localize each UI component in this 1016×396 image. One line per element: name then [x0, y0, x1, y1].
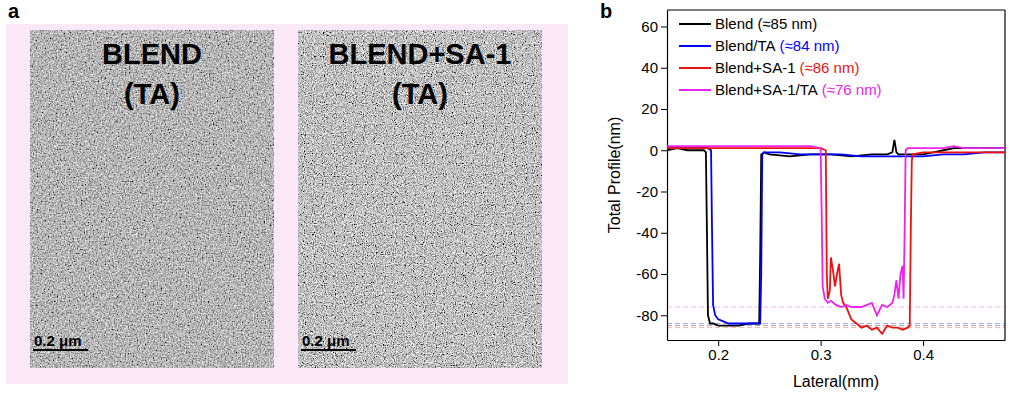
panel-letter: b	[600, 0, 612, 22]
tick-mark	[661, 192, 667, 193]
line-chart: b -80 -60 -40 -20 0 20 40 60 0.2 0.3 0.4 Lateral(mm)…	[600, 0, 1006, 390]
profile-line	[667, 140, 1005, 326]
tick: -40	[636, 224, 667, 241]
frame-top	[667, 9, 1005, 10]
micrograph-title: BLEND(TA)	[102, 38, 202, 110]
tick-label: 60	[641, 18, 658, 35]
frame-right	[1004, 10, 1005, 340]
tick: -80	[636, 307, 667, 324]
legend-swatch	[679, 45, 711, 47]
tick-label: -60	[636, 265, 658, 282]
tick-label: 40	[641, 59, 658, 76]
tick-label: -80	[636, 307, 658, 324]
scale-bar	[33, 349, 88, 351]
tick: 60	[641, 18, 667, 35]
tick: 0	[650, 142, 667, 159]
legend-label: Blend+SA-1/TA(≈76 nm)	[715, 81, 882, 98]
tick: 20	[641, 100, 667, 117]
x-axis-title: Lateral(mm)	[793, 373, 879, 390]
micrograph	[298, 30, 542, 368]
plot-area	[667, 140, 1005, 334]
tick-mark	[661, 233, 667, 234]
legend: Blend(≈85 nm) Blend/TA(≈84 nm) Blend+SA-1(…	[679, 15, 882, 98]
scale-bar-label: 0.2 μm	[34, 332, 82, 349]
profile-line	[667, 146, 1005, 315]
tick: 40	[641, 59, 667, 76]
figure: a BLEND(TA) 0.2 μm BLEND+SA-1(TA) 0.2 μm b -80…	[0, 0, 1016, 396]
tick-mark	[661, 68, 667, 69]
tick-mark	[661, 27, 667, 28]
axis-line	[667, 11, 668, 341]
scale-bar-label: 0.2 μm	[302, 332, 350, 349]
tick-label: 20	[641, 100, 658, 117]
profile-line	[667, 148, 1005, 334]
legend-swatch	[679, 23, 711, 25]
tick-mark	[661, 109, 667, 110]
tick-label: -20	[636, 183, 658, 200]
tick-label: 0.4	[913, 346, 934, 363]
legend-label: Blend(≈85 nm)	[715, 15, 817, 32]
tick: 0.2	[708, 340, 729, 363]
tick-label: 0	[650, 142, 658, 159]
micrograph	[30, 30, 274, 368]
level-line	[667, 323, 1005, 324]
legend-label: Blend+SA-1(≈86 nm)	[715, 59, 859, 76]
tick: -60	[636, 265, 667, 282]
tick: 0.3	[811, 340, 832, 363]
legend-swatch	[679, 89, 711, 91]
level-line	[667, 307, 1005, 308]
scale-bar	[301, 349, 356, 351]
tick: 0.4	[913, 340, 934, 363]
tick-label: -40	[636, 224, 658, 241]
tick-label: 0.2	[708, 346, 729, 363]
micrograph-title: BLEND+SA-1(TA)	[329, 38, 512, 110]
tick-label: 0.3	[811, 346, 832, 363]
legend-swatch	[679, 67, 711, 69]
image-panel-group: a BLEND(TA) 0.2 μm BLEND+SA-1(TA) 0.2 μm	[6, 0, 568, 384]
x-axis: 0.2 0.3 0.4	[668, 340, 1006, 363]
tick-mark	[661, 150, 667, 151]
panel-background	[6, 24, 568, 384]
panel-letter: a	[8, 0, 20, 22]
tick-mark	[661, 274, 667, 275]
level-line	[667, 327, 1005, 328]
axis-line	[668, 340, 1006, 341]
y-axis-title: Total Profile(nm)	[606, 117, 623, 233]
y-axis: -80 -60 -40 -20 0 20 40 60	[636, 11, 667, 341]
profile-line	[667, 148, 1005, 323]
tick: -20	[636, 183, 667, 200]
tick-mark	[661, 315, 667, 316]
legend-label: Blend/TA(≈84 nm)	[715, 37, 840, 54]
